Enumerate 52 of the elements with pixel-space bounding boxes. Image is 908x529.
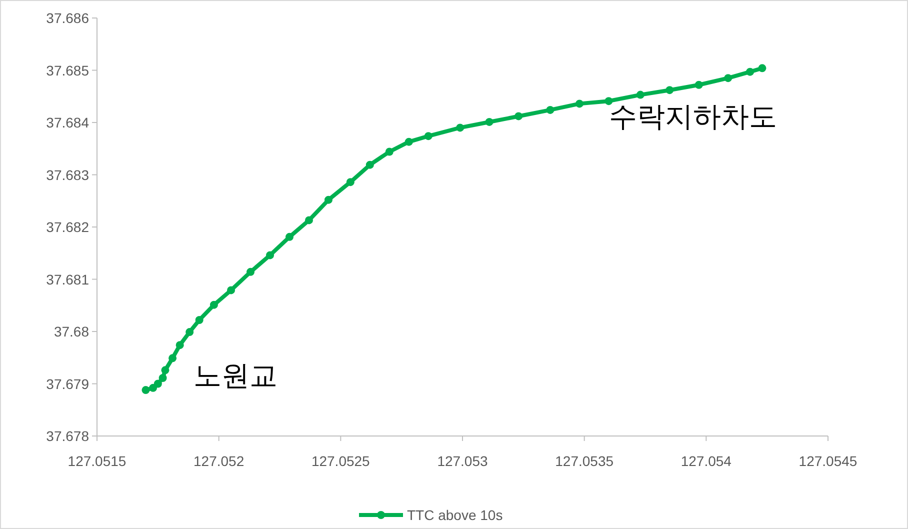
annotation: 수락지하차도 <box>609 101 778 132</box>
point <box>366 160 374 169</box>
y-tick-label: 37.683 <box>46 166 90 183</box>
point <box>604 97 613 106</box>
point <box>266 251 274 260</box>
y-tick-label: 37.684 <box>46 114 90 130</box>
point <box>195 316 204 324</box>
point <box>385 148 394 156</box>
point <box>227 286 236 294</box>
point <box>636 90 644 99</box>
point <box>210 300 218 309</box>
point <box>246 268 255 276</box>
point <box>746 68 754 76</box>
point <box>149 384 158 392</box>
y-tick-label: 37.679 <box>46 376 90 392</box>
point <box>575 100 584 108</box>
y-tick-label: 37.678 <box>46 428 90 444</box>
point <box>724 74 732 82</box>
x-tick-label: 127.053 <box>437 453 488 469</box>
point <box>694 80 703 89</box>
point <box>142 386 150 394</box>
point <box>758 64 766 72</box>
point <box>404 138 413 146</box>
point <box>304 216 313 224</box>
point <box>154 380 162 388</box>
y-tick-label: 37.682 <box>46 219 90 235</box>
point <box>168 354 177 362</box>
annotation: 노원교 <box>194 360 278 392</box>
legend-label: TTC above 10s <box>407 507 503 523</box>
point <box>285 232 294 241</box>
point <box>158 374 167 382</box>
x-tick-label: 127.0515 <box>68 453 126 469</box>
point <box>546 106 554 114</box>
point <box>514 112 523 120</box>
x-tick-label: 127.0525 <box>311 453 370 469</box>
point <box>161 366 170 374</box>
x-tick-label: 127.0535 <box>555 453 614 469</box>
y-tick-label: 37.681 <box>46 271 90 288</box>
x-tick-label: 127.0545 <box>798 453 858 469</box>
point <box>666 86 674 94</box>
x-tick-label: 127.054 <box>680 453 732 469</box>
point <box>346 178 354 186</box>
point <box>424 132 432 140</box>
point <box>324 196 332 204</box>
point <box>176 341 184 350</box>
y-tick-label: 37.686 <box>46 10 90 26</box>
point <box>485 118 494 126</box>
y-tick-label: 37.685 <box>46 62 90 78</box>
y-tick-label: 37.68 <box>54 324 90 340</box>
point <box>186 328 194 336</box>
x-tick-label: 127.052 <box>194 453 244 469</box>
point <box>456 124 464 132</box>
